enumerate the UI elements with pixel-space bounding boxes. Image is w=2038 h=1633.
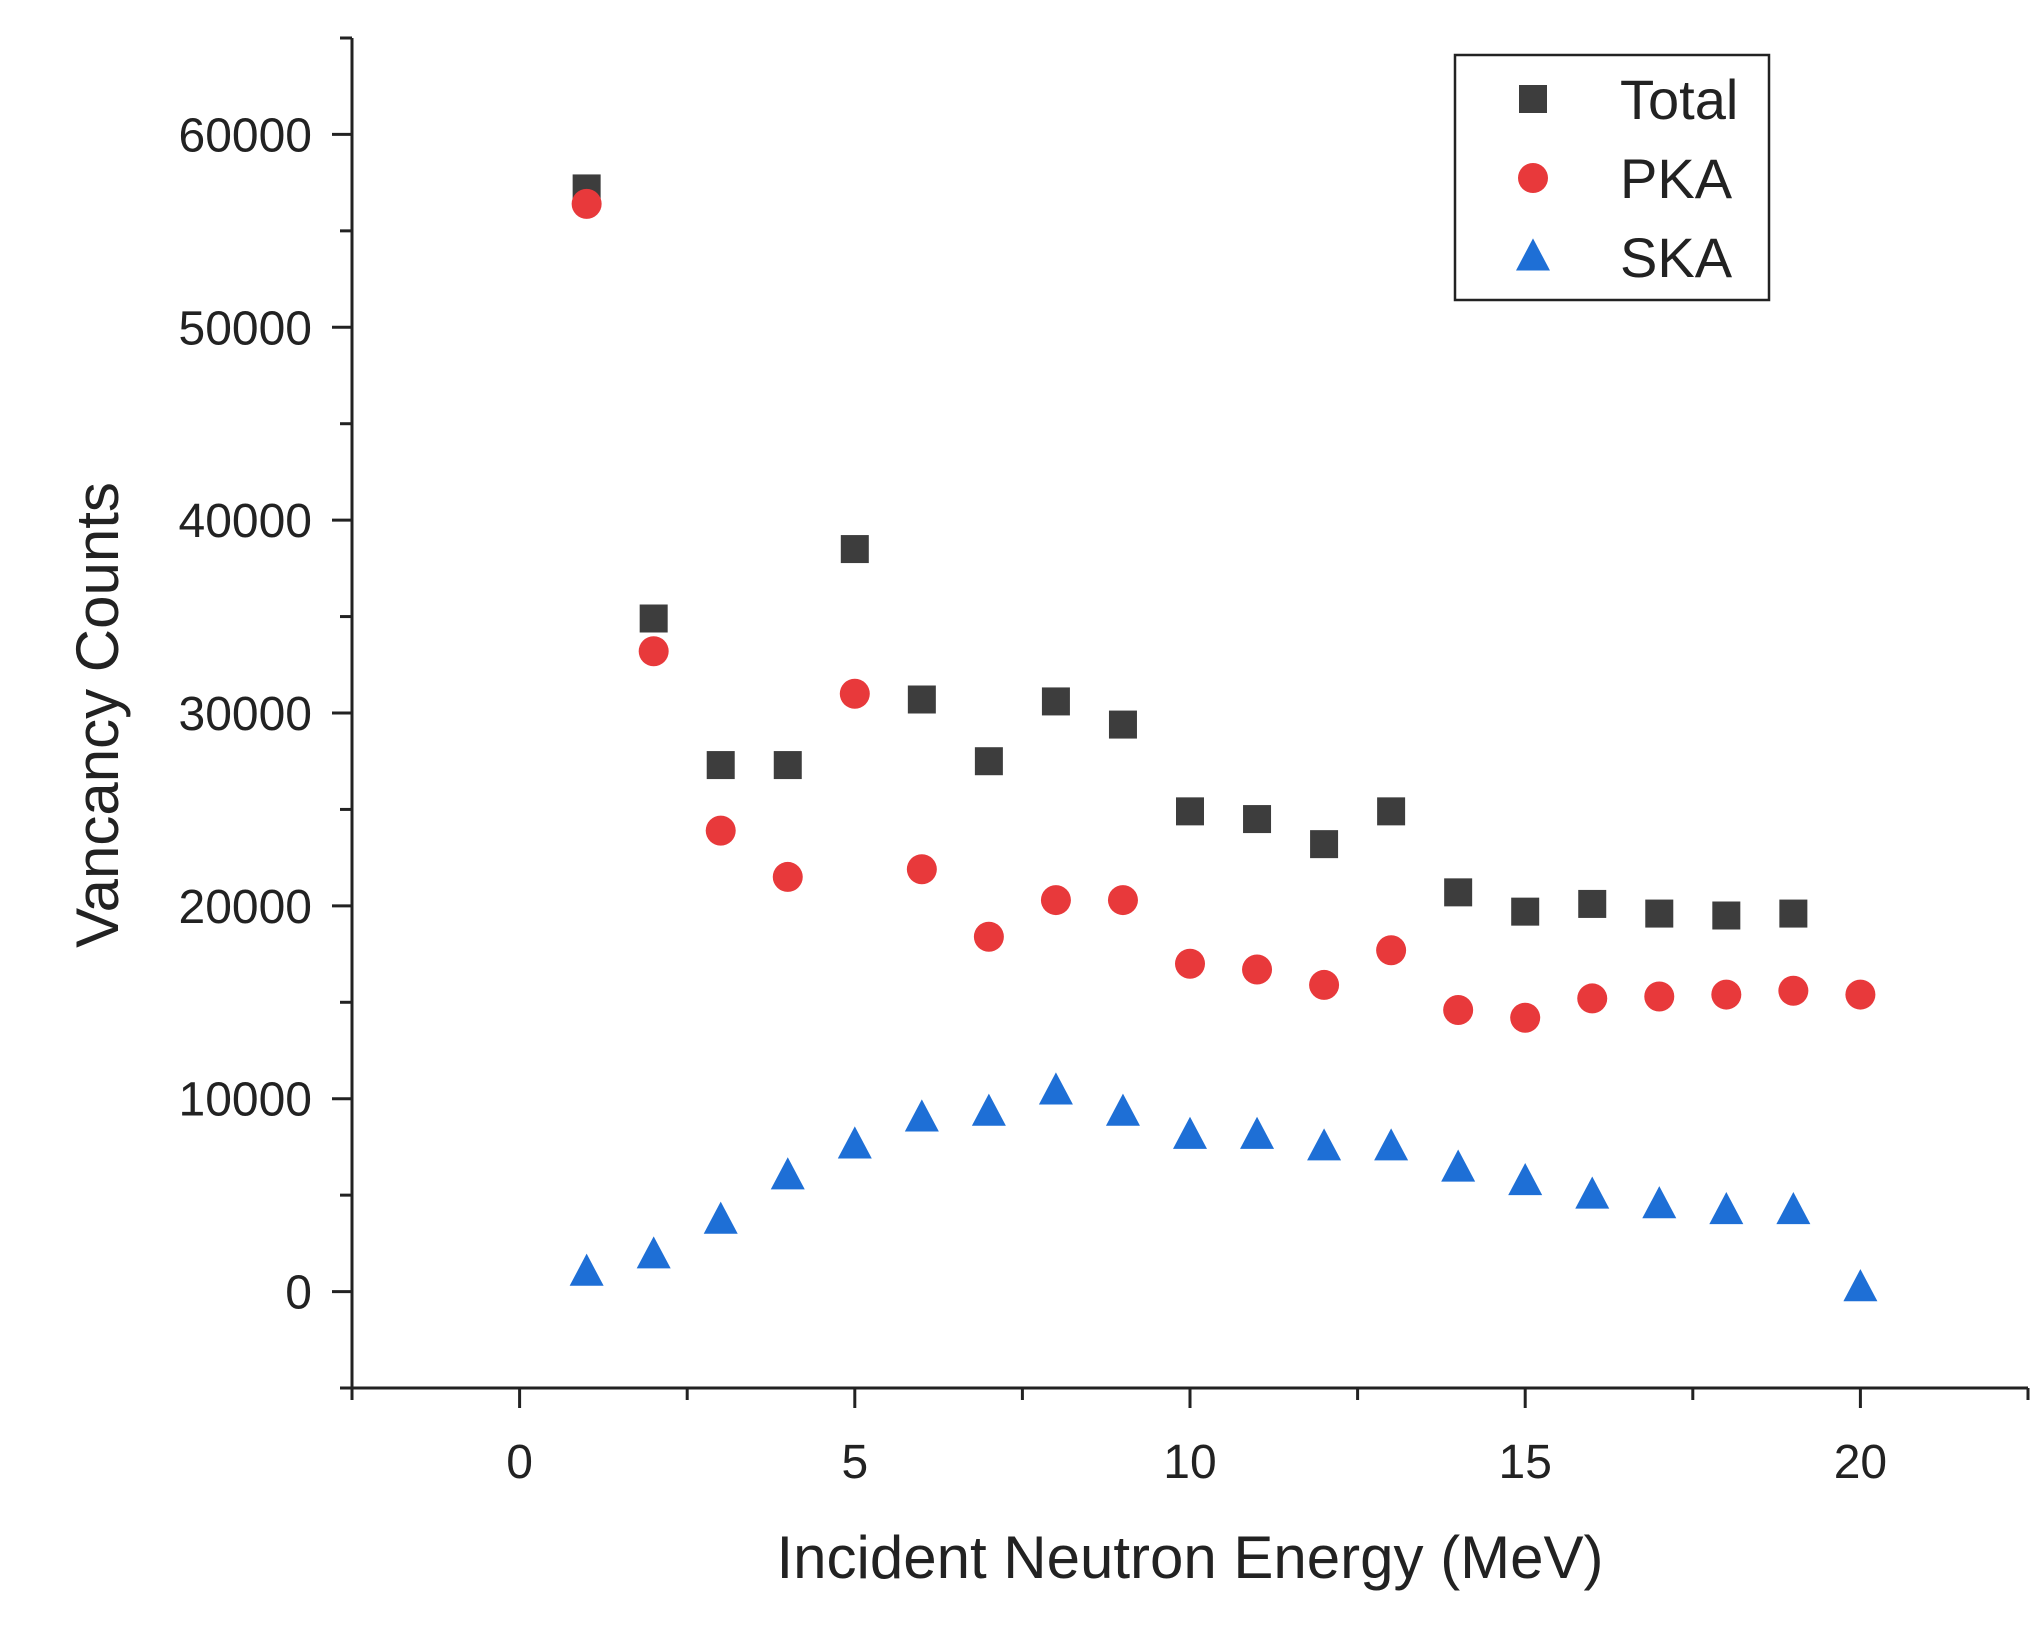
legend-total-label: Total <box>1620 68 1738 131</box>
ska-point <box>636 1236 671 1269</box>
total-point <box>1578 889 1607 918</box>
pka-point <box>772 861 803 892</box>
total-point <box>907 685 936 714</box>
pka-point <box>1778 975 1809 1006</box>
ska-point <box>1105 1093 1140 1126</box>
total-point <box>1243 805 1272 834</box>
ska-point <box>1776 1191 1811 1225</box>
ska-point <box>770 1157 805 1190</box>
axes <box>350 38 2028 1390</box>
pka-point <box>1443 995 1474 1025</box>
pka-point <box>1644 981 1675 1012</box>
legend-box <box>1453 53 1771 302</box>
pka-point <box>1107 885 1138 916</box>
ska-point <box>1374 1128 1409 1161</box>
total-point <box>1108 710 1137 739</box>
pka-point <box>973 921 1004 952</box>
total-point <box>1645 899 1674 928</box>
pka-point <box>638 636 669 667</box>
total-point <box>706 751 735 780</box>
total-point <box>1511 897 1540 926</box>
ska-point <box>1240 1116 1275 1149</box>
total-point <box>773 751 802 780</box>
total-point <box>974 747 1003 776</box>
ska-point <box>971 1093 1006 1126</box>
ska-point <box>1508 1163 1543 1196</box>
pka-point <box>1309 969 1340 1000</box>
total-point <box>639 604 668 633</box>
total-point <box>1310 830 1339 859</box>
ticks: 0 5 10 15 20 0 10000 20000 30000 40000 50000 60000 <box>179 36 2030 1489</box>
legend-pka-marker <box>1518 163 1548 193</box>
pka-point <box>571 188 602 219</box>
y-tick-label: 10000 <box>179 1074 312 1127</box>
pka-point <box>1376 935 1407 966</box>
ska-point <box>1038 1072 1073 1105</box>
y-tick-label: 30000 <box>179 688 312 741</box>
ska-point <box>1307 1128 1342 1161</box>
x-axis-title: Incident Neutron Energy (MeV) <box>776 1524 1603 1591</box>
ska-point <box>703 1201 738 1234</box>
ska-point <box>904 1099 939 1132</box>
pka-point <box>1711 979 1742 1010</box>
ska-point <box>569 1253 604 1286</box>
legend-total-marker <box>1519 85 1547 113</box>
y-tick-label: 0 <box>285 1267 312 1320</box>
y-tick-label: 20000 <box>179 881 312 934</box>
total-point <box>1779 899 1808 928</box>
legend-ska-label: SKA <box>1620 226 1733 289</box>
ska-point <box>1843 1269 1878 1302</box>
ska-point <box>1173 1116 1207 1149</box>
total-point <box>1712 901 1741 930</box>
x-tick-label: 5 <box>841 1436 868 1489</box>
x-tick-label: 0 <box>506 1436 533 1489</box>
x-tick-label: 10 <box>1163 1436 1216 1489</box>
y-tick-label: 60000 <box>179 109 312 162</box>
y-tick-label: 40000 <box>179 495 312 548</box>
pka-point <box>705 815 736 846</box>
total-point <box>1176 797 1204 826</box>
pka-point <box>906 854 937 885</box>
ska-point <box>1441 1149 1476 1182</box>
ska-point <box>837 1126 872 1159</box>
total-point <box>1444 878 1473 907</box>
ska-point <box>1642 1186 1677 1219</box>
ska-point <box>1709 1191 1744 1225</box>
pka-point <box>1577 983 1608 1014</box>
legend-pka-label: PKA <box>1620 147 1733 210</box>
pka-point <box>1175 948 1205 979</box>
total-point <box>1041 687 1070 716</box>
pka-point <box>1845 979 1876 1010</box>
y-axis-title: Vancancy Counts <box>64 482 131 948</box>
total-point <box>1377 797 1406 826</box>
legend: Total PKA SKA <box>1453 53 1771 302</box>
pka-point <box>1510 1002 1541 1033</box>
pka-point <box>1040 885 1071 916</box>
x-tick-label: 15 <box>1499 1436 1552 1489</box>
x-tick-label: 20 <box>1834 1436 1887 1489</box>
pka-point <box>1242 954 1273 985</box>
y-tick-label: 50000 <box>179 302 312 355</box>
ska-point <box>1575 1176 1610 1209</box>
pka-point <box>839 678 870 709</box>
data-points <box>569 174 1878 1302</box>
total-point <box>840 535 869 564</box>
legend-ska-marker <box>1516 238 1550 271</box>
